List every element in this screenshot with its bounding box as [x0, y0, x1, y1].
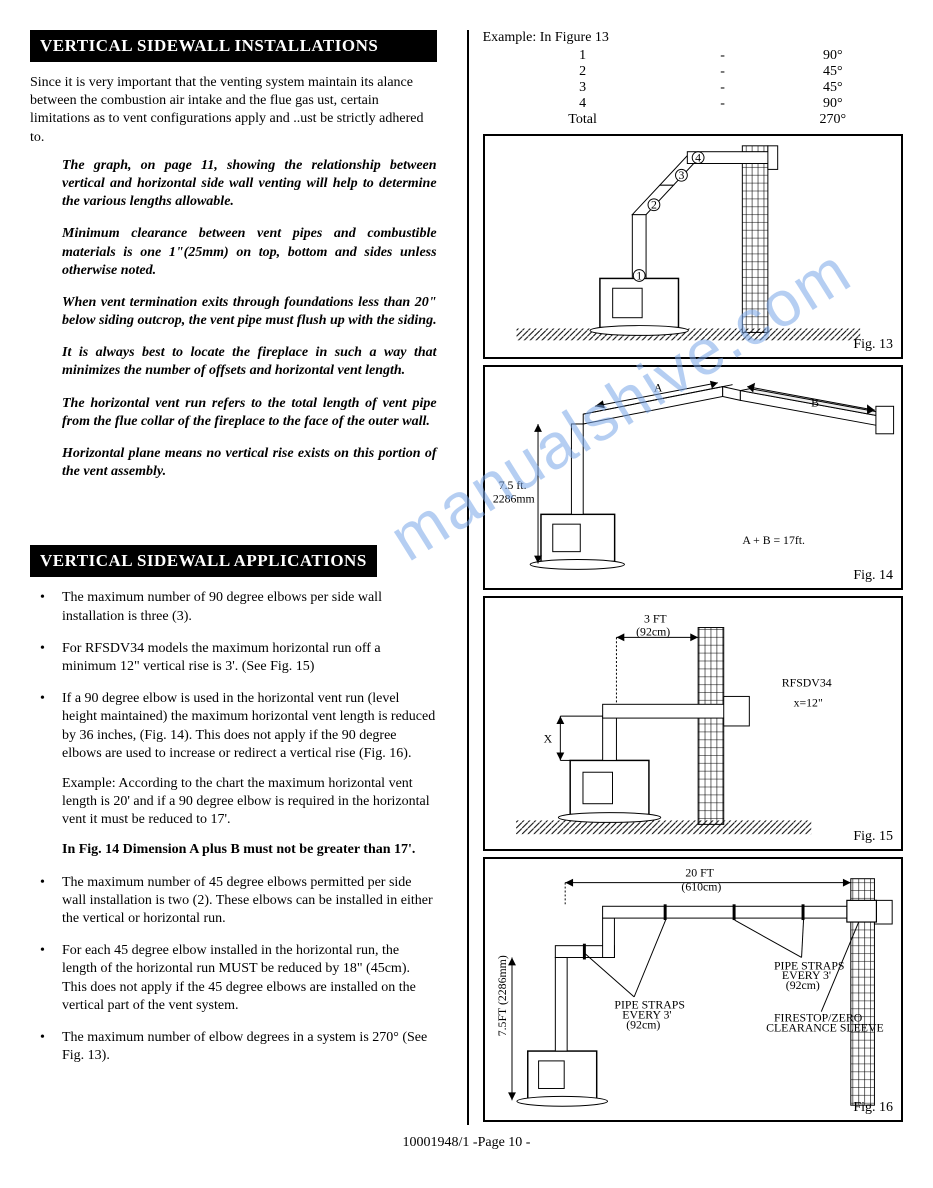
table-row: 1-90° — [483, 48, 903, 64]
svg-text:(92cm): (92cm) — [785, 978, 819, 992]
svg-text:20 FT: 20 FT — [685, 866, 714, 880]
list-item: If a 90 degree elbow is used in the hori… — [30, 690, 437, 860]
svg-text:CLEARANCE SLEEVE: CLEARANCE SLEEVE — [766, 1020, 884, 1034]
cell — [683, 112, 763, 128]
svg-text:(92cm): (92cm) — [636, 624, 670, 638]
figure-label: Fig. 14 — [853, 568, 893, 584]
cell: 270° — [763, 112, 903, 128]
bullet-text: The maximum number of 90 degree elbows p… — [62, 590, 382, 623]
figure-15: 3 FT (92cm) X RFSDV34 x=12" Fig. 15 — [483, 596, 903, 851]
bullet-subtext: Example: According to the chart the maxi… — [62, 775, 437, 830]
note-text: The horizontal vent run refers to the to… — [62, 395, 437, 431]
cell: Total — [483, 112, 683, 128]
figure-14: 7.5 ft. 2286mm A B — [483, 365, 903, 590]
cell: 4 — [483, 96, 683, 112]
page-footer: 10001948/1 -Page 10 - — [30, 1135, 903, 1151]
cell: - — [683, 48, 763, 64]
right-column: Example: In Figure 13 1-90° 2-45° 3-45° … — [467, 30, 903, 1125]
list-item: The maximum number of 90 degree elbows p… — [30, 589, 437, 625]
svg-text:X: X — [543, 732, 552, 746]
svg-text:x=12": x=12" — [793, 695, 822, 709]
cell: 2 — [483, 64, 683, 80]
degree-table: 1-90° 2-45° 3-45° 4-90° Total270° — [483, 48, 903, 128]
svg-text:3: 3 — [678, 169, 684, 182]
fig13-diagram: 1 2 3 4 — [485, 136, 901, 357]
bullet-text: For each 45 degree elbow installed in th… — [62, 943, 416, 1013]
fig14-diagram: 7.5 ft. 2286mm A B — [485, 367, 901, 588]
fig15-diagram: 3 FT (92cm) X RFSDV34 x=12" — [485, 598, 901, 849]
bullet-text: For RFSDV34 models the maximum horizonta… — [62, 641, 381, 674]
svg-text:7.5 ft.: 7.5 ft. — [498, 479, 526, 492]
svg-text:7.5FT (2286mm): 7.5FT (2286mm) — [495, 955, 509, 1036]
figure-label: Fig. 15 — [853, 829, 893, 845]
section-header-applications: VERTICAL SIDEWALL APPLICATIONS — [30, 545, 377, 577]
equation-text: A + B = 17ft. — [742, 534, 805, 547]
svg-text:2286mm: 2286mm — [492, 493, 534, 506]
list-item: For RFSDV34 models the maximum horizonta… — [30, 640, 437, 676]
bullet-text: If a 90 degree elbow is used in the hori… — [62, 691, 435, 761]
svg-text:1: 1 — [636, 269, 642, 282]
table-row: 4-90° — [483, 96, 903, 112]
table-row: Total 270° — [483, 112, 903, 128]
cell: - — [683, 64, 763, 80]
figure-label: Fig. 16 — [853, 1100, 893, 1116]
figure-label: Fig. 13 — [853, 337, 893, 353]
cell: - — [683, 96, 763, 112]
table-row: 2-45° — [483, 64, 903, 80]
list-item: The maximum number of elbow degrees in a… — [30, 1029, 437, 1065]
note-text: The graph, on page 11, showing the relat… — [62, 157, 437, 212]
svg-text:(92cm): (92cm) — [626, 1017, 660, 1031]
cell: 45° — [763, 64, 903, 80]
cell: 90° — [763, 96, 903, 112]
note-text: When vent termination exits through foun… — [62, 294, 437, 330]
note-text: Minimum clearance between vent pipes and… — [62, 225, 437, 280]
left-column: VERTICAL SIDEWALL INSTALLATIONS Since it… — [30, 30, 447, 1125]
note-text: It is always best to locate the fireplac… — [62, 344, 437, 380]
svg-text:(610cm): (610cm) — [681, 880, 721, 894]
cell: - — [683, 80, 763, 96]
svg-text:A: A — [653, 382, 662, 395]
cell: 45° — [763, 80, 903, 96]
cell: 1 — [483, 48, 683, 64]
bullet-text: The maximum number of elbow degrees in a… — [62, 1030, 427, 1063]
list-item: For each 45 degree elbow installed in th… — [30, 942, 437, 1015]
figure-16: 20 FT (610cm) 7.5FT (2286mm) PIPE STRAPS… — [483, 857, 903, 1122]
svg-text:4: 4 — [695, 152, 701, 165]
fig16-diagram: 20 FT (610cm) 7.5FT (2286mm) PIPE STRAPS… — [485, 859, 901, 1120]
bullet-text: The maximum number of 45 degree elbows p… — [62, 875, 433, 926]
bullet-list: The maximum number of 90 degree elbows p… — [30, 589, 437, 1065]
svg-text:2: 2 — [651, 199, 657, 212]
note-text: Horizontal plane means no vertical rise … — [62, 445, 437, 481]
list-item: The maximum number of 45 degree elbows p… — [30, 874, 437, 929]
cell: 90° — [763, 48, 903, 64]
cell: 3 — [483, 80, 683, 96]
section-header-installations: VERTICAL SIDEWALL INSTALLATIONS — [30, 30, 437, 62]
intro-paragraph: Since it is very important that the vent… — [30, 74, 437, 147]
table-row: 3-45° — [483, 80, 903, 96]
indented-notes: The graph, on page 11, showing the relat… — [62, 157, 437, 482]
figure-13: 1 2 3 4 Fig. 13 — [483, 134, 903, 359]
svg-text:RFSDV34: RFSDV34 — [781, 676, 831, 690]
bullet-subtext-bold: In Fig. 14 Dimension A plus B must not b… — [62, 841, 437, 859]
example-title: Example: In Figure 13 — [483, 30, 903, 46]
